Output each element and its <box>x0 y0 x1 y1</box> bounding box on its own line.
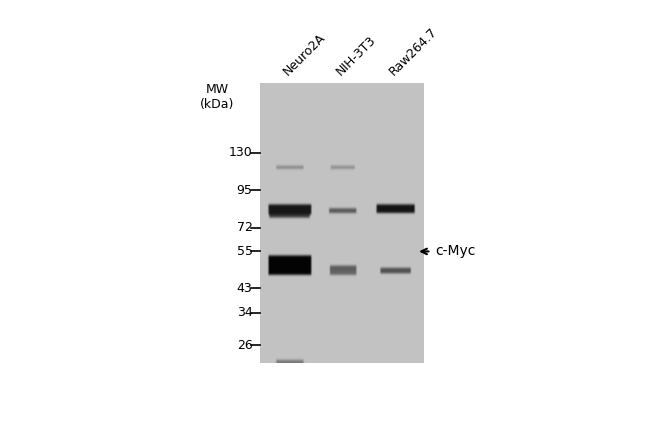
Text: c-Myc: c-Myc <box>436 244 476 258</box>
Text: 26: 26 <box>237 339 252 352</box>
Text: Neuro2A: Neuro2A <box>281 31 328 78</box>
Text: 43: 43 <box>237 282 252 295</box>
Text: NIH-3T3: NIH-3T3 <box>334 33 379 78</box>
Text: 34: 34 <box>237 306 252 319</box>
Text: 55: 55 <box>237 245 252 258</box>
Text: 72: 72 <box>237 221 252 234</box>
Text: Raw264.7: Raw264.7 <box>387 25 440 78</box>
Text: 130: 130 <box>229 146 252 160</box>
Text: 95: 95 <box>237 184 252 197</box>
Text: MW
(kDa): MW (kDa) <box>200 83 235 111</box>
